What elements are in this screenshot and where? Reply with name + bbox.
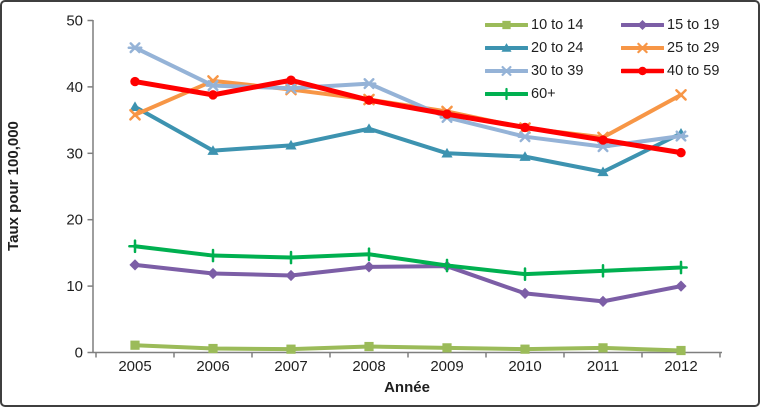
data-point-marker — [129, 259, 141, 271]
data-point-marker — [675, 89, 687, 101]
x-axis-title: Année — [384, 379, 430, 396]
y-axis-tick-label: 0 — [75, 345, 83, 362]
data-point-marker — [364, 95, 374, 105]
x-axis-tick-label: 2008 — [352, 358, 385, 375]
legend-item-60plus: 60+ — [485, 86, 621, 102]
data-point-marker — [129, 101, 141, 112]
data-point-marker — [286, 75, 296, 85]
y-axis-tick-label: 40 — [66, 79, 83, 96]
x-axis-tick-label: 2009 — [430, 358, 463, 375]
series-20-to-24 — [129, 101, 687, 177]
data-point-marker — [520, 122, 530, 133]
x-axis-tick-label: 2006 — [196, 358, 229, 375]
data-point-marker — [207, 145, 219, 155]
data-point-marker — [208, 90, 218, 100]
series-line — [133, 244, 683, 277]
data-point-marker — [519, 151, 531, 161]
data-point-marker — [598, 135, 608, 145]
data-point-marker — [442, 109, 452, 119]
y-axis-tick-label: 30 — [66, 145, 83, 162]
series-line — [133, 104, 683, 174]
legend-marker-icon-25-to-29 — [621, 42, 664, 53]
axes: 0 10 20 30 40 50 2005 2006 2007 2008 2009 2010 2011 2… — [66, 13, 722, 375]
series-15-to-19 — [129, 259, 687, 307]
data-point-marker — [207, 267, 219, 280]
data-point-marker — [675, 280, 687, 292]
data-point-marker — [597, 166, 609, 177]
data-point-marker — [519, 287, 531, 300]
series-line — [132, 77, 684, 156]
x-axis-tick-label: 2010 — [508, 358, 541, 375]
legend-label-30-to-39: 30 to 39 — [531, 62, 584, 79]
series-line — [133, 262, 683, 304]
series-line — [133, 343, 683, 353]
x-axis-tick-label: 2005 — [118, 358, 151, 375]
chart-legend: 10 to 14 15 to 19 20 to 24 25 to 29 30 to 39… — [485, 13, 719, 105]
legend-label-40-to-59: 40 to 59 — [667, 62, 720, 79]
data-point-marker — [637, 42, 648, 53]
data-point-marker — [129, 108, 141, 121]
y-axis-title: Taux pour 100,000 — [5, 121, 22, 251]
x-axis-tick-label: 2007 — [274, 358, 307, 375]
data-point-marker — [502, 20, 511, 29]
legend-marker-icon-20-to-24 — [485, 42, 528, 52]
data-point-marker — [363, 261, 375, 273]
legend-item-30-to-39: 30 to 39 — [485, 63, 621, 79]
data-point-marker — [501, 42, 512, 52]
data-point-marker — [208, 343, 218, 354]
series-line — [133, 45, 683, 149]
data-point-marker — [285, 139, 297, 150]
legend-item-25-to-29: 25 to 29 — [621, 40, 719, 56]
legend-item-15-to-19: 15 to 19 — [621, 17, 719, 33]
legend-label-15-to-19: 15 to 19 — [667, 16, 720, 33]
legend-label-25-to-29: 25 to 29 — [667, 39, 720, 56]
data-point-marker — [597, 295, 609, 307]
series-30-to-39 — [127, 42, 689, 153]
series-60plus — [128, 239, 688, 281]
data-point-marker — [285, 269, 297, 282]
series-10-to-14 — [130, 340, 686, 356]
data-point-marker — [442, 343, 452, 353]
data-point-marker — [364, 341, 374, 352]
y-axis-tick-label: 10 — [66, 278, 83, 295]
data-point-marker — [676, 345, 686, 356]
legend-marker-icon-40-to-59 — [621, 66, 664, 75]
data-point-marker — [363, 123, 375, 133]
data-point-marker — [130, 76, 140, 87]
series-40-to-59 — [130, 75, 686, 158]
legend-item-10-to-14: 10 to 14 — [485, 17, 621, 33]
data-point-marker — [130, 340, 140, 350]
legend-marker-icon-15-to-19 — [621, 19, 664, 30]
y-axis-tick-label: 20 — [66, 212, 83, 229]
data-point-marker — [286, 344, 296, 354]
data-point-marker — [520, 344, 530, 354]
legend-marker-icon-30-to-39 — [485, 65, 528, 76]
data-point-marker — [676, 147, 686, 158]
data-point-marker — [638, 66, 647, 75]
legend-marker-icon-60plus — [485, 87, 528, 100]
legend-marker-icon-10-to-14 — [485, 20, 528, 29]
plot-area: 0 10 20 30 40 50 2005 2006 2007 2008 2009 2010 2011 2… — [66, 13, 722, 375]
x-axis-tick-label: 2012 — [664, 358, 697, 375]
legend-item-20-to-24: 20 to 24 — [485, 40, 621, 56]
data-point-marker — [598, 343, 608, 353]
data-point-marker — [637, 19, 648, 30]
data-point-marker — [441, 147, 453, 158]
y-axis-tick-label: 50 — [66, 13, 83, 30]
x-axis-tick-label: 2011 — [587, 358, 619, 375]
legend-label-60plus: 60+ — [531, 85, 556, 102]
legend-label-10-to-14: 10 to 14 — [531, 16, 584, 33]
legend-label-20-to-24: 20 to 24 — [531, 39, 584, 56]
legend-item-40-to-59: 40 to 59 — [621, 63, 719, 79]
